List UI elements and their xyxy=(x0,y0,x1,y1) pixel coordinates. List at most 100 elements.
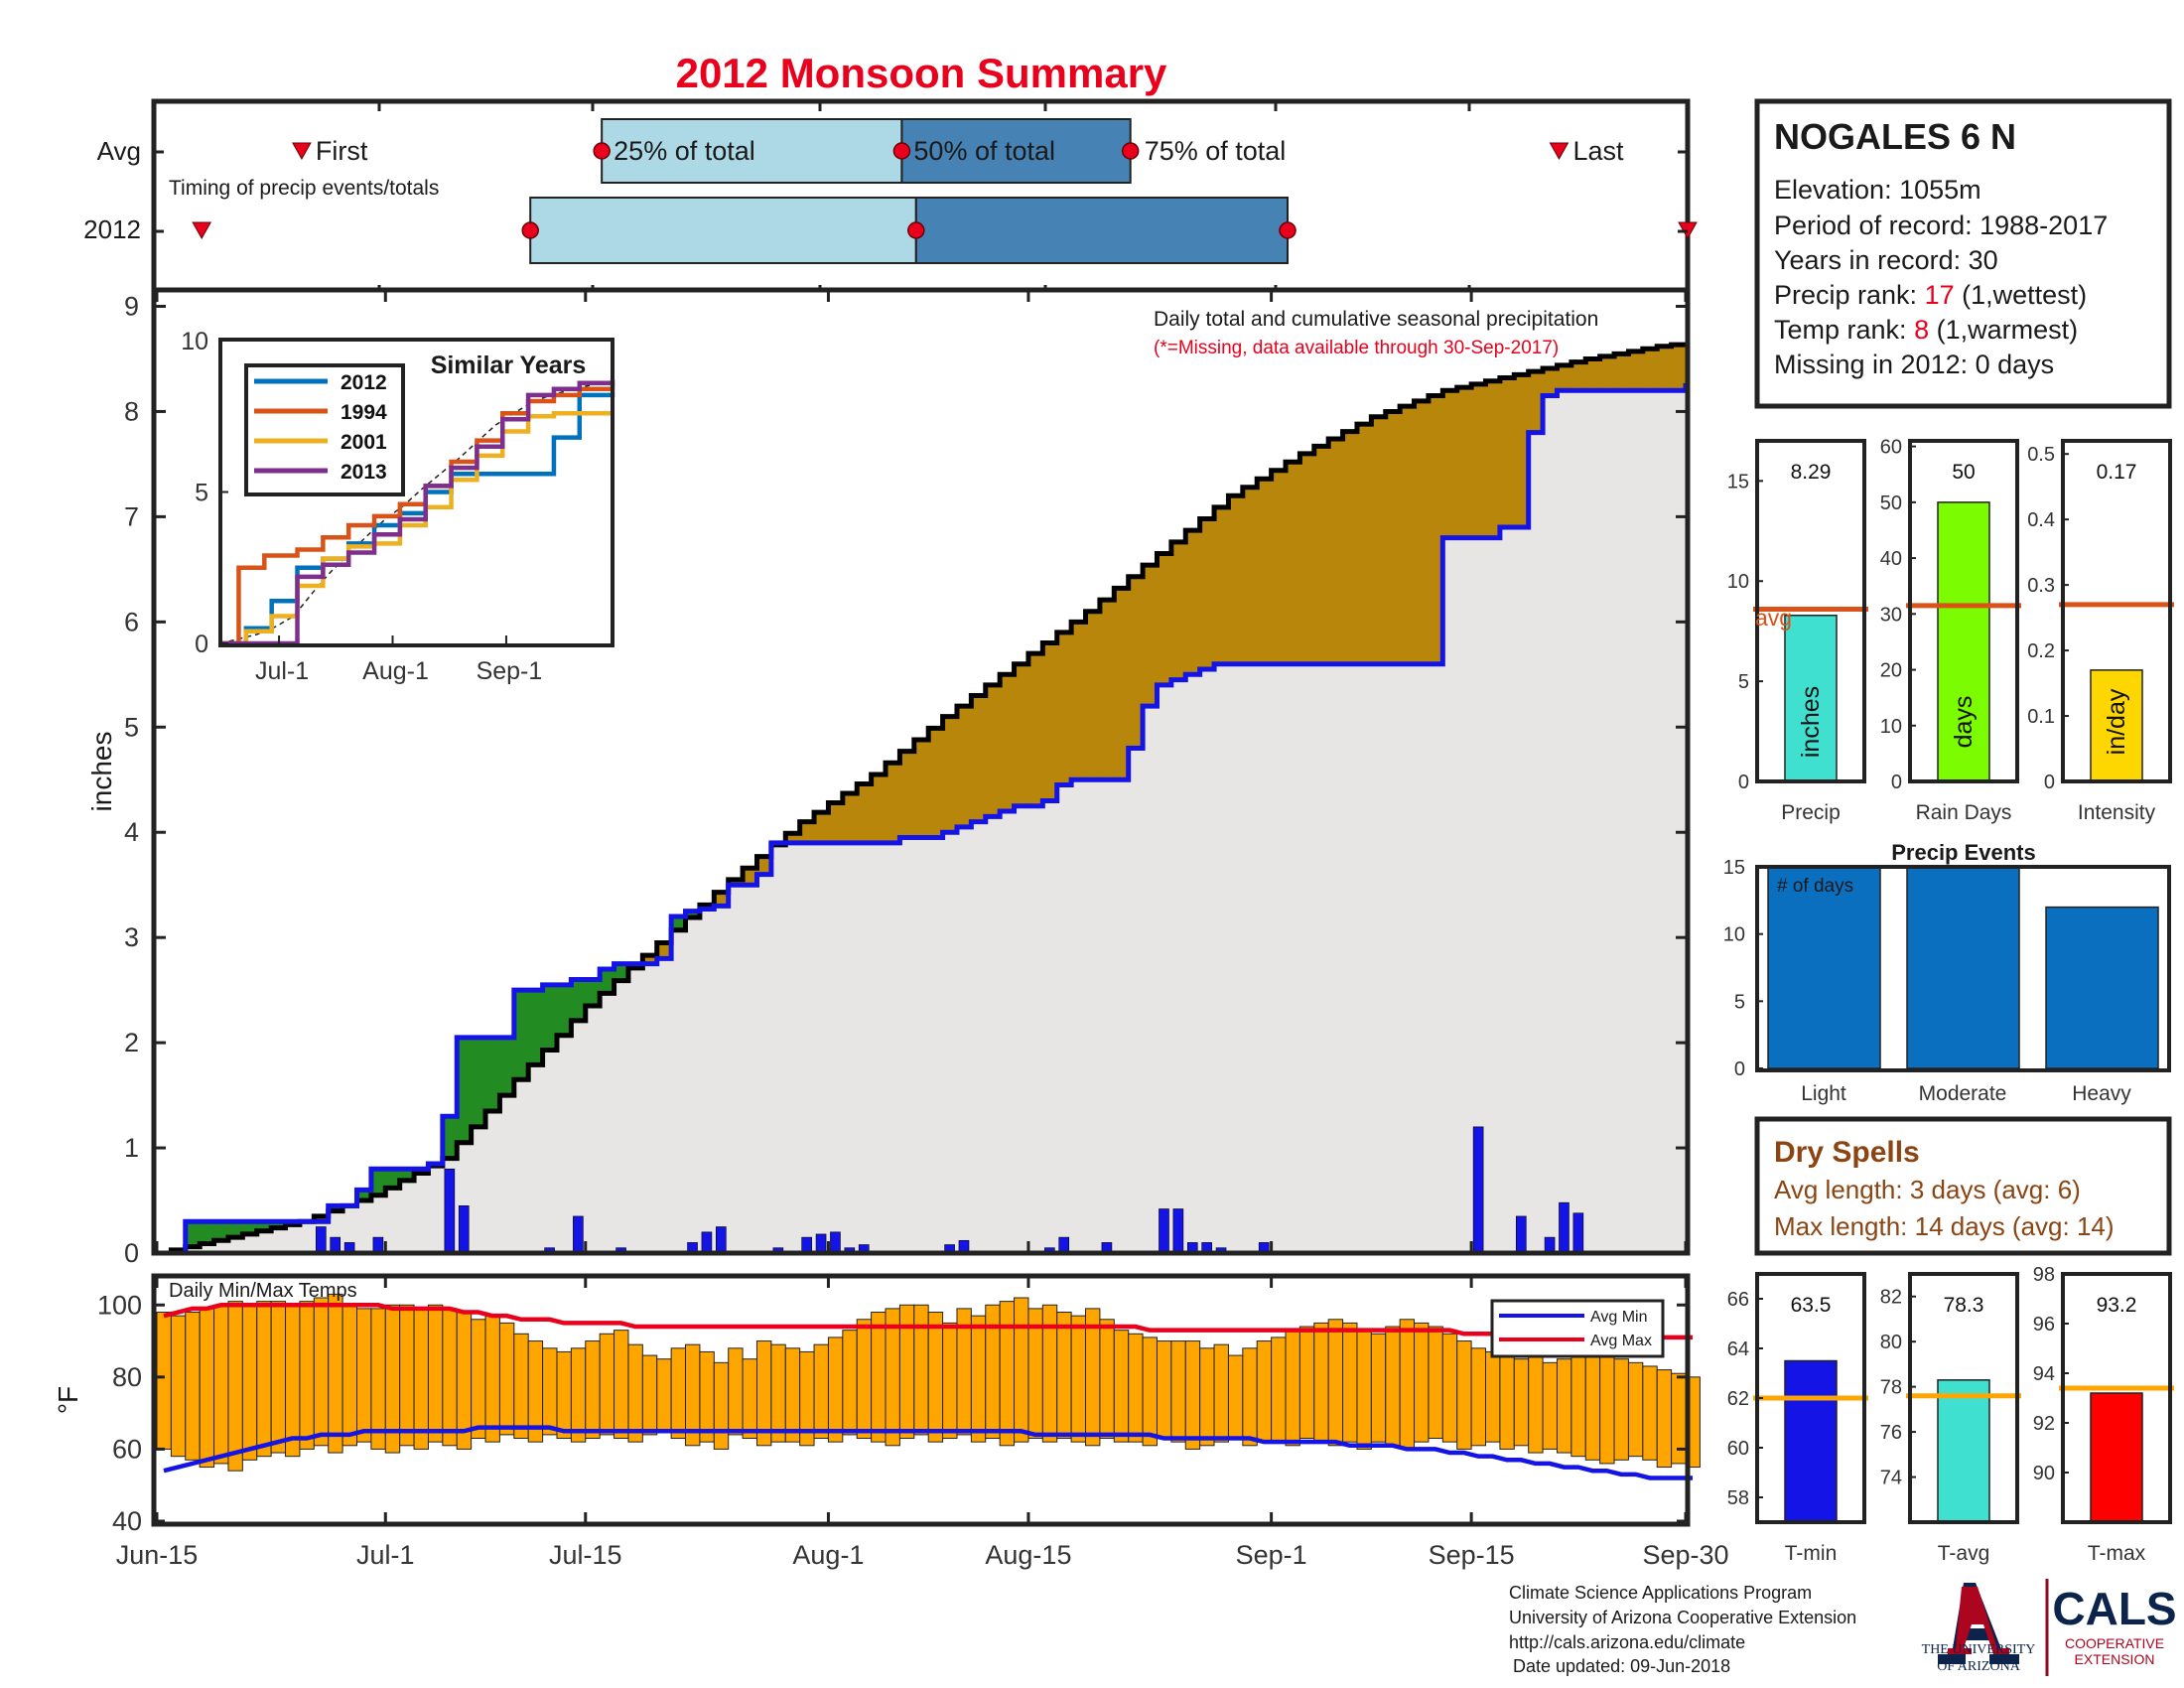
below-average-band xyxy=(814,812,830,843)
date-x-tick: Aug-1 xyxy=(792,1540,864,1570)
station-elevation: Elevation: 1055m xyxy=(1774,175,1981,205)
stat-y-tick: 30 xyxy=(1880,604,1902,626)
stat-y-tick: 0 xyxy=(2044,772,2055,793)
daily-precip-bar xyxy=(458,1205,470,1254)
below-average-band xyxy=(1299,453,1315,664)
below-average-band xyxy=(1642,349,1658,391)
stat-panel-tmin_panel: 58 60 62 64 66 63.5 T-min xyxy=(1727,1272,1868,1565)
stat-panel-precip_panel: 0 5 10 15 8.29 Precip inches xyxy=(1727,439,1868,824)
legend-avg-min: Avg Min xyxy=(1590,1309,1648,1326)
daily-temp-bar xyxy=(927,1312,944,1443)
daily-temp-bar xyxy=(542,1347,558,1436)
stat-bar-intensity_panel xyxy=(2090,669,2143,782)
stat-y-tick: 5 xyxy=(1738,671,1749,693)
station-temp-rank: Temp rank: 8 (1,warmest) xyxy=(1774,315,2078,345)
daily-temp-bar xyxy=(285,1304,301,1458)
stat-y-tick: 82 xyxy=(1880,1287,1902,1309)
timing-note: Timing of precip events/totals xyxy=(169,177,439,200)
university-of-arizona-logo: THE UNIVERSITY OF ARIZONA xyxy=(1922,1583,2035,1674)
daily-temp-bar xyxy=(585,1340,601,1440)
below-average-band xyxy=(1585,358,1601,391)
events-y-tick: 0 xyxy=(1734,1058,1745,1080)
main-y-tick: 1 xyxy=(124,1133,139,1163)
similar-years-inset: Similar Years 2012 1994 2001 2013 0 5 10 Jul-1… xyxy=(181,328,615,685)
stat-y-tick: 62 xyxy=(1727,1388,1749,1410)
stat-y-tick: 0.3 xyxy=(2027,575,2055,597)
daily-temp-bar xyxy=(856,1319,873,1440)
below-average-band xyxy=(1143,565,1159,707)
stat-y-tick: 98 xyxy=(2033,1264,2055,1286)
daily-temp-bar xyxy=(885,1308,900,1447)
timing-q25-label: 25% of total xyxy=(614,136,755,166)
daily-precip-bar xyxy=(316,1226,327,1254)
footer-line4: Date updated: 09-Jun-2018 xyxy=(1513,1656,1730,1676)
stat-y-tick: 94 xyxy=(2033,1363,2055,1385)
stat-y-tick: 74 xyxy=(1880,1468,1902,1489)
event-category-label: Moderate xyxy=(1919,1082,2007,1105)
date-x-tick: Jul-15 xyxy=(549,1540,622,1570)
stat-unit-raindays_panel: days xyxy=(1950,696,1978,749)
page-title: 2012 Monsoon Summary xyxy=(676,50,1167,96)
daily-precip-bar xyxy=(830,1231,841,1254)
above-average-band xyxy=(271,1221,287,1228)
below-average-band xyxy=(656,942,672,959)
below-average-band xyxy=(1056,632,1072,785)
above-average-band xyxy=(385,1169,401,1189)
daily-temp-bar xyxy=(185,1312,201,1461)
daily-temp-bar xyxy=(1485,1350,1501,1443)
daily-temp-bar xyxy=(399,1304,415,1447)
timing-row-2012: 2012 xyxy=(83,214,141,244)
below-average-band xyxy=(1170,541,1186,680)
below-average-band xyxy=(642,955,658,964)
below-average-band xyxy=(1085,611,1101,780)
below-average-band xyxy=(971,695,987,822)
temps-y-tick: 60 xyxy=(112,1434,142,1464)
daily-temp-bar xyxy=(1142,1336,1158,1447)
inset-legend-label: 2012 xyxy=(341,371,387,394)
timing-first-label: First xyxy=(316,136,368,166)
daily-temp-bar xyxy=(1441,1333,1458,1443)
average-cumulative-line xyxy=(157,342,1689,1256)
daily-precip-bar xyxy=(1159,1208,1169,1254)
daily-temp-bar xyxy=(770,1343,786,1443)
stat-y-tick: 10 xyxy=(1727,571,1749,593)
below-average-band xyxy=(1014,663,1029,806)
below-average-band xyxy=(1599,355,1615,391)
stat-panel-frame xyxy=(2061,1272,2172,1524)
ua-line2: OF ARIZONA xyxy=(1937,1659,2021,1674)
below-average-band xyxy=(1514,374,1530,527)
daily-temp-bar xyxy=(1385,1326,1401,1447)
below-average-band xyxy=(1185,530,1201,675)
event-category-label: Light xyxy=(1801,1082,1846,1105)
above-average-band xyxy=(242,1221,258,1234)
date-x-tick: Sep-15 xyxy=(1429,1540,1515,1570)
daily-precip-bar xyxy=(1472,1126,1484,1254)
below-average-band xyxy=(1242,487,1258,664)
stat-y-tick: 0 xyxy=(1738,772,1749,793)
timing-q75-marker xyxy=(1279,221,1297,239)
daily-temp-bar xyxy=(813,1343,829,1440)
event-bar xyxy=(1906,866,2020,1069)
daily-temp-bar xyxy=(1170,1340,1186,1443)
below-average-band xyxy=(1657,346,1673,391)
event-bar xyxy=(2045,906,2159,1069)
daily-temp-bar xyxy=(970,1315,987,1443)
main-y-tick: 5 xyxy=(124,712,139,742)
main-y-tick: 0 xyxy=(124,1238,139,1268)
daily-temp-bar xyxy=(355,1308,372,1443)
events-y-tick: 5 xyxy=(1734,991,1745,1013)
stat-label-intensity_panel: Intensity xyxy=(2078,801,2156,824)
stat-y-tick: 10 xyxy=(1880,716,1902,738)
above-average-band xyxy=(227,1221,243,1238)
events-note: # of days xyxy=(1777,876,1853,897)
above-average-band xyxy=(571,979,587,1021)
date-axis: Jun-15 Jul-1 Jul-15 Aug-1 Aug-15 Sep-1 Sep-15 S… xyxy=(116,290,1729,1570)
below-average-band xyxy=(1027,653,1043,806)
daily-precip-bar xyxy=(1559,1201,1570,1254)
daily-temp-bar xyxy=(1128,1333,1144,1443)
timing-q50-q75-box xyxy=(900,118,1132,184)
inset-y-tick: 10 xyxy=(181,328,208,355)
daily-temp-bar xyxy=(699,1350,715,1443)
below-average-band xyxy=(956,706,972,827)
below-average-band xyxy=(1214,506,1230,664)
